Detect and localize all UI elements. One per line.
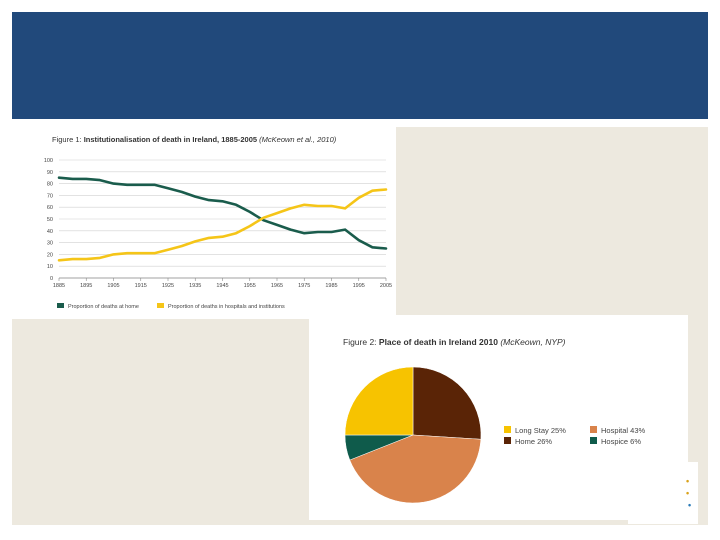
y-tick-label: 100 — [44, 158, 53, 164]
y-tick-label: 80 — [47, 182, 53, 188]
y-tick-label: 70 — [47, 193, 53, 199]
legend-hospice-swatch — [590, 437, 597, 444]
legend-hospice-label: Hospice 6% — [601, 437, 641, 446]
x-tick-label: 1995 — [353, 283, 365, 289]
series-line-home — [57, 176, 388, 250]
legend-home-pie-swatch — [504, 437, 511, 444]
x-tick-label: 1945 — [216, 283, 228, 289]
figure-2-title: Figure 2: Place of death in Ireland 2010… — [343, 337, 566, 347]
pie-slice-home — [412, 366, 482, 440]
legend-hospital-label: Proportion of deaths in hospitals and in… — [168, 304, 285, 310]
x-tick-label: 1975 — [298, 283, 310, 289]
legend-home-swatch — [57, 303, 64, 308]
figure-1-title: Figure 1: Institutionalisation of death … — [52, 135, 337, 144]
title-banner — [12, 12, 708, 119]
figure-1-legend: Proportion of deaths at home Proportion … — [57, 303, 285, 310]
series-line-hospital — [57, 188, 388, 262]
logo-fragment-bottom: • — [688, 500, 692, 510]
legend-hospital-swatch — [590, 426, 597, 433]
y-tick-label: 50 — [47, 217, 53, 223]
x-tick-label: 1895 — [80, 283, 92, 289]
y-tick-label: 90 — [47, 170, 53, 176]
x-tick-label: 1885 — [53, 283, 65, 289]
pie-slice-long-stay — [344, 366, 414, 436]
y-tick-label: 20 — [47, 252, 53, 258]
logo-fragment-top: • — [686, 476, 690, 486]
x-tick-label: 2005 — [380, 283, 392, 289]
line-chart-svg: Figure 1: Institutionalisation of death … — [44, 135, 392, 310]
x-tick-label: 1935 — [189, 283, 201, 289]
x-tick-label: 1955 — [244, 283, 256, 289]
x-tick-label: 1965 — [271, 283, 283, 289]
figure-1-line-chart: Figure 1: Institutionalisation of death … — [12, 127, 396, 319]
y-tick-label: 0 — [50, 276, 53, 282]
legend-hospital-pie-label: Hospital 43% — [601, 426, 646, 435]
pie-chart-svg: Figure 2: Place of death in Ireland 2010… — [343, 337, 646, 504]
y-tick-label: 30 — [47, 241, 53, 247]
x-tick-label: 1905 — [107, 283, 119, 289]
legend-home-label: Proportion of deaths at home — [68, 304, 139, 310]
pie-slice-hospital — [349, 434, 482, 504]
legend-long-stay-label: Long Stay 25% — [515, 426, 566, 435]
x-tick-label: 1925 — [162, 283, 174, 289]
legend-hospital-swatch — [157, 303, 164, 308]
logo-fragment-middle: • — [686, 488, 690, 498]
legend-home-pie-label: Home 26% — [515, 437, 552, 446]
y-tick-label: 40 — [47, 229, 53, 235]
y-tick-label: 60 — [47, 205, 53, 211]
figure-2-legend: Long Stay 25% Hospital 43% Home 26% Hosp… — [504, 426, 646, 446]
x-tick-label: 1985 — [325, 283, 337, 289]
y-tick-label: 10 — [47, 264, 53, 270]
x-tick-label: 1915 — [135, 283, 147, 289]
partial-logo: • • • — [628, 462, 698, 524]
legend-long-stay-swatch — [504, 426, 511, 433]
figure-2-pie-chart: Figure 2: Place of death in Ireland 2010… — [309, 315, 688, 520]
